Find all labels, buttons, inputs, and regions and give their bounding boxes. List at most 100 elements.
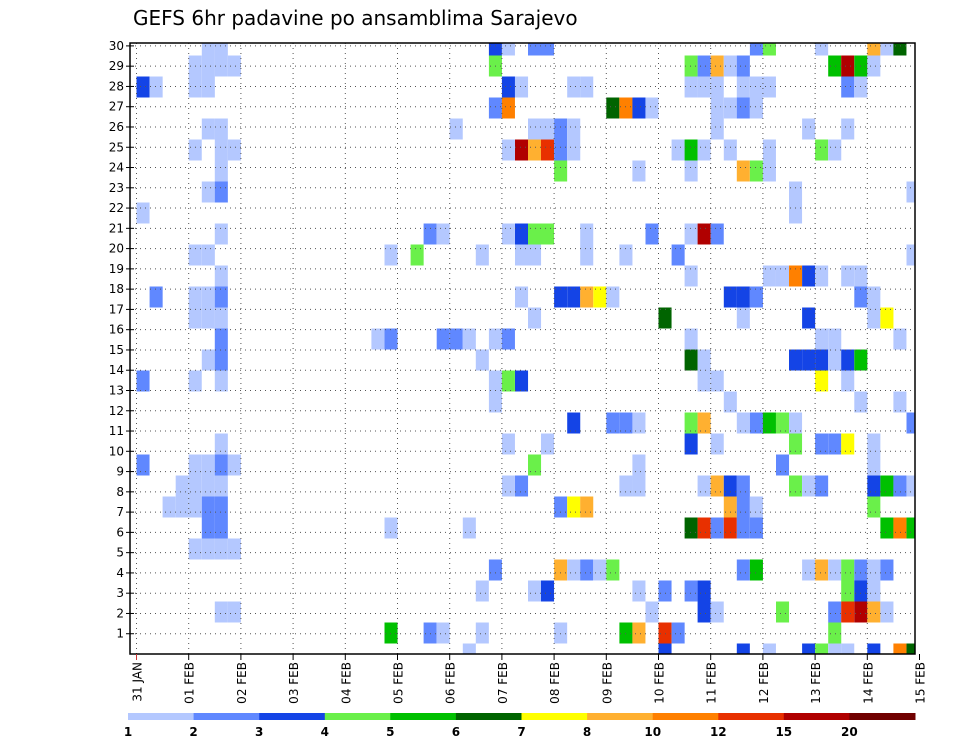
- heatmap-cell: [802, 643, 816, 654]
- heatmap-cell: [501, 76, 515, 98]
- heatmap-cell: [201, 517, 215, 539]
- y-tick-label: 2: [116, 606, 124, 620]
- heatmap-cell: [515, 223, 529, 245]
- heatmap-cell: [684, 328, 698, 350]
- heatmap-cell: [227, 139, 241, 161]
- heatmap-cell: [188, 496, 202, 518]
- heatmap-cell: [201, 454, 215, 476]
- heatmap-cell: [697, 580, 711, 602]
- heatmap-cell: [515, 244, 529, 266]
- heatmap-cell: [528, 118, 542, 140]
- heatmap-cell: [384, 328, 398, 350]
- heatmap-cell: [580, 244, 594, 266]
- heatmap-cell: [501, 97, 515, 119]
- heatmap-cell: [906, 244, 915, 266]
- heatmap-cell: [815, 433, 829, 455]
- heatmap-cell: [488, 559, 502, 581]
- heatmap-cell: [762, 43, 776, 56]
- heatmap-cell: [554, 160, 568, 182]
- heatmap-cell: [136, 454, 150, 476]
- heatmap-cell: [227, 454, 241, 476]
- heatmap-cell: [841, 370, 855, 392]
- heatmap-cell: [867, 433, 881, 455]
- heatmap-cell: [736, 643, 750, 654]
- heatmap-cell: [528, 307, 542, 329]
- colorbar-legend: 1 2 3 4 5 6 7 8 10 12 15 20: [124, 713, 916, 739]
- heatmap-cell: [828, 601, 842, 623]
- heatmap-cell: [528, 43, 542, 56]
- heatmap-cell: [188, 538, 202, 560]
- heatmap-cell: [867, 286, 881, 308]
- y-tick-label: 4: [116, 566, 124, 580]
- heatmap-cell: [593, 559, 607, 581]
- heatmap-cell: [567, 496, 581, 518]
- heatmap-cell: [567, 286, 581, 308]
- heatmap-cell: [645, 601, 659, 623]
- heatmap-cell: [762, 265, 776, 287]
- heatmap-cell: [554, 496, 568, 518]
- heatmap-cell: [854, 391, 868, 413]
- heatmap-cell: [802, 118, 816, 140]
- colorbar-label: 7: [517, 725, 525, 739]
- heatmap-cell: [867, 55, 881, 77]
- heatmap-cell: [214, 517, 228, 539]
- heatmap-cell: [867, 307, 881, 329]
- heatmap-cell: [841, 601, 855, 623]
- heatmap-cell: [749, 97, 763, 119]
- heatmap-cell: [619, 475, 633, 497]
- colorbar-swatch: [259, 713, 326, 720]
- y-tick-label: 27: [109, 100, 124, 114]
- heatmap-cell: [201, 118, 215, 140]
- colorbar-label: 15: [775, 725, 792, 739]
- heatmap-cell: [188, 139, 202, 161]
- heatmap-cell: [684, 160, 698, 182]
- heatmap-cell: [828, 433, 842, 455]
- heatmap-cell: [815, 139, 829, 161]
- heatmap-cell: [201, 538, 215, 560]
- heatmap-cell: [567, 412, 581, 434]
- x-tick-label: 06 FEB: [444, 662, 458, 704]
- heatmap-cell: [462, 517, 476, 539]
- heatmap-cell: [841, 76, 855, 98]
- x-tick-label: 14 FEB: [861, 662, 875, 704]
- heatmap-cell: [841, 118, 855, 140]
- heatmap-cell: [488, 370, 502, 392]
- heatmap-cell: [619, 412, 633, 434]
- heatmap-cell: [854, 265, 868, 287]
- y-tick-label: 26: [109, 120, 124, 134]
- heatmap-cell: [893, 517, 907, 539]
- heatmap-cell: [201, 55, 215, 77]
- y-tick-label: 3: [116, 586, 124, 600]
- heatmap-cell: [136, 202, 150, 224]
- heatmap-cell: [632, 475, 646, 497]
- x-tick-label: 13 FEB: [809, 662, 823, 704]
- heatmap-cell: [736, 307, 750, 329]
- heatmap-cell: [736, 97, 750, 119]
- heatmap-cell: [214, 118, 228, 140]
- y-tick-label: 29: [109, 59, 124, 73]
- grid-lines: [130, 43, 915, 654]
- heatmap-cell: [789, 433, 803, 455]
- colorbar-swatch: [652, 713, 719, 720]
- heatmap-cell: [606, 559, 620, 581]
- heatmap-cell: [854, 349, 868, 371]
- heatmap-cell: [515, 76, 529, 98]
- heatmap-cell: [802, 475, 816, 497]
- heatmap-cell: [854, 580, 868, 602]
- colorbar-swatch: [783, 713, 850, 720]
- heatmap-cell: [697, 517, 711, 539]
- colorbar-swatch: [390, 713, 457, 720]
- heatmap-cell: [188, 454, 202, 476]
- heatmap-cell: [749, 412, 763, 434]
- heatmap-cell: [475, 622, 489, 644]
- heatmap-cell: [697, 349, 711, 371]
- heatmap-cell: [227, 538, 241, 560]
- colorbar-swatch: [718, 713, 785, 720]
- heatmap-cell: [214, 433, 228, 455]
- heatmap-cell: [501, 139, 515, 161]
- y-tick-label: 1: [116, 627, 124, 641]
- colorbar-label: 2: [189, 725, 197, 739]
- heatmap-cell: [854, 601, 868, 623]
- heatmap-cell: [462, 328, 476, 350]
- heatmap-cell: [201, 244, 215, 266]
